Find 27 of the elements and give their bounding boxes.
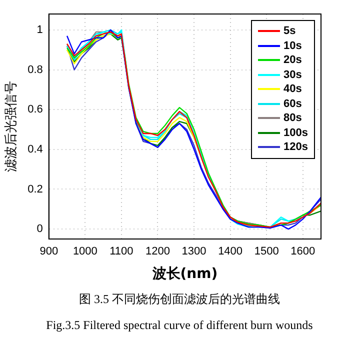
legend-label: 100s [284, 126, 308, 139]
legend-label: 5s [284, 25, 296, 38]
x-axis-title: 波长(nm) [151, 266, 218, 282]
legend-label: 60s [284, 98, 302, 110]
legend-label: 120s [284, 141, 308, 154]
y-tick-label: 0 [36, 223, 43, 236]
x-tick-label: 900 [40, 246, 58, 258]
legend-label: 80s [284, 112, 302, 124]
x-tick-label: 1200 [145, 246, 170, 258]
y-tick-label: 0.4 [28, 143, 43, 156]
y-tick-label: 0.6 [28, 104, 43, 116]
caption: Fig.3.5 Filtered spectral curve of different burn wounds [45, 318, 314, 333]
caption: 图 3.5 不同烧伤创面滤波后的光谱曲线 [78, 291, 281, 308]
x-tick-label: 1600 [290, 246, 316, 258]
legend-label: 10s [284, 40, 302, 52]
y-axis-title: 滤波后光强信号 [4, 81, 20, 172]
x-tick-label: 1300 [182, 246, 206, 258]
y-tick-label: 1 [36, 24, 43, 36]
y-tick-label: 0.2 [28, 183, 43, 196]
x-tick-label: 1400 [218, 246, 243, 258]
legend-label: 30s [284, 68, 302, 81]
legend-label: 40s [284, 83, 302, 96]
y-tick-label: 0.8 [28, 64, 43, 76]
x-tick-label: 1100 [110, 246, 134, 258]
x-tick-label: 1500 [254, 246, 279, 258]
legend-label: 20s [284, 54, 302, 66]
x-tick-label: 1000 [72, 246, 98, 258]
